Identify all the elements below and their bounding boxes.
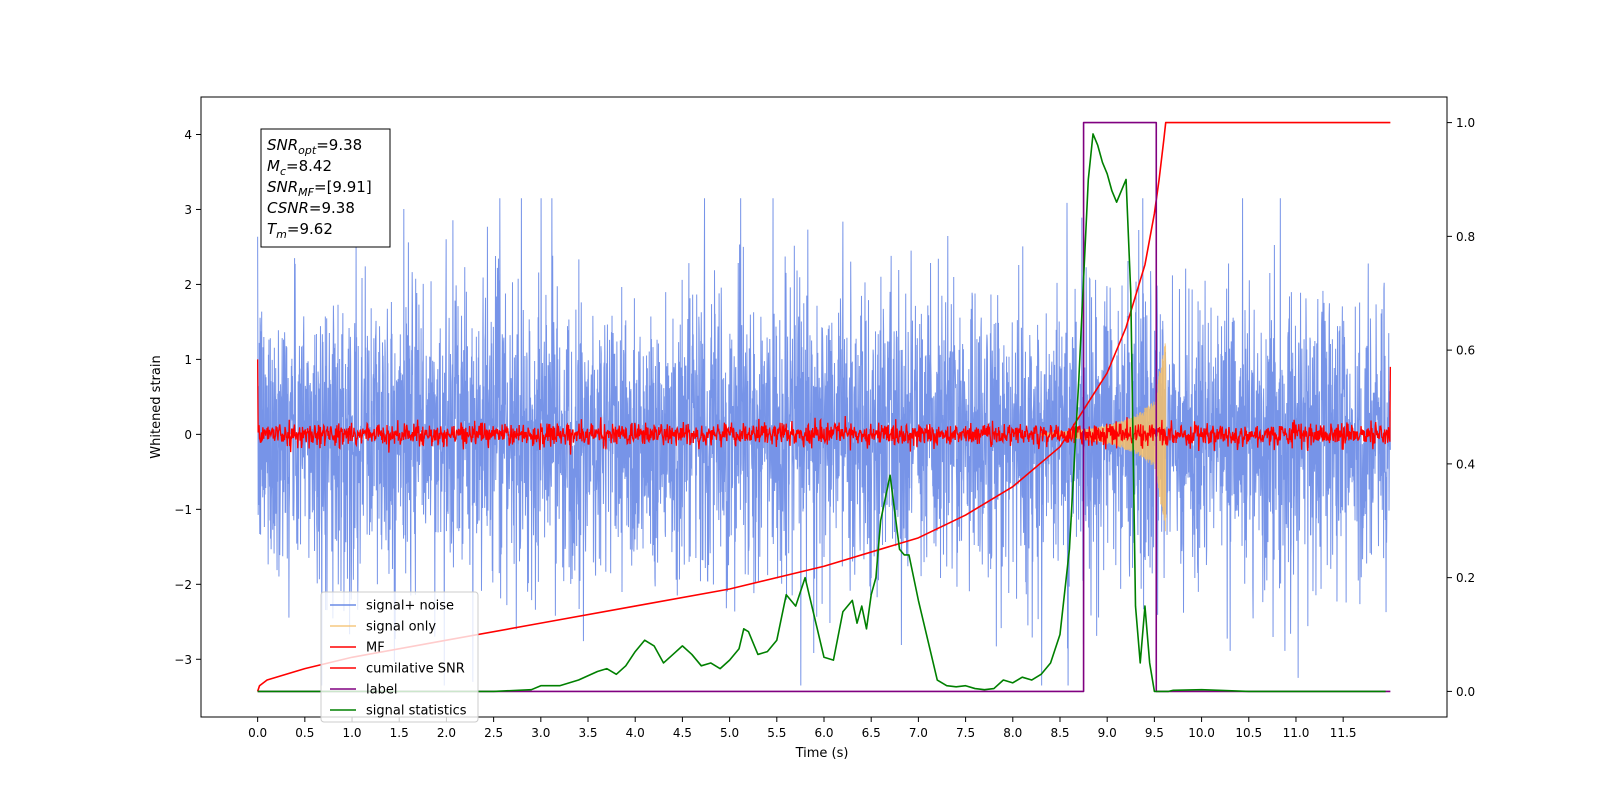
x-tick-label: 4.0	[626, 726, 645, 740]
x-tick-label: 7.5	[956, 726, 975, 740]
annotation-symbol: SNR	[267, 136, 298, 154]
x-tick-label: 9.0	[1098, 726, 1117, 740]
x-tick-label: 3.0	[531, 726, 550, 740]
x-tick-label: 10.5	[1235, 726, 1262, 740]
y-axis-right: 0.0 0.2 0.4 0.6 0.8 1.0	[1447, 116, 1475, 699]
x-tick-label: 9.5	[1145, 726, 1164, 740]
x-tick-label: 4.5	[673, 726, 692, 740]
x-tick-label: 8.0	[1003, 726, 1022, 740]
y-tick-label: −1	[174, 503, 192, 517]
y-tick-label: −3	[174, 653, 192, 667]
y2-tick-label: 0.4	[1456, 457, 1475, 471]
annotation-line: SNRMF=[9.91]	[267, 178, 372, 199]
annotation-value: =9.38	[309, 199, 355, 217]
annotation-line: SNRopt=9.38	[267, 136, 362, 157]
annotation-frame	[260, 128, 391, 248]
legend: signal+ noise signal only MF cumilative SNR…	[320, 591, 479, 723]
x-tick-label: 8.5	[1050, 726, 1069, 740]
annotation-value: =9.62	[287, 220, 333, 238]
legend-frame	[320, 591, 479, 723]
y-tick-label: 4	[184, 128, 192, 142]
y-axis-label: Whitened strain	[149, 355, 164, 458]
x-tick-label: 7.0	[909, 726, 928, 740]
annotation-subscript: c	[280, 165, 286, 178]
annotation-value: =9.38	[316, 136, 362, 154]
annotation-box: SNRopt=9.38Mc=8.42SNRMF=[9.91]CSNR=9.38T…	[260, 128, 391, 248]
annotation-symbol: SNR	[267, 178, 298, 196]
x-axis: 0.0 0.5 1.0 1.5 2.0 2.5 3.0 3.5 4.0 4.5 5.0 5.5 6.0 6…	[248, 717, 1357, 740]
x-tick-label: 0.0	[248, 726, 267, 740]
annotation-symbol: M	[267, 157, 280, 175]
annotation-symbol: T	[267, 220, 278, 238]
legend-label: signal statistics	[366, 704, 467, 719]
y-tick-label: −2	[174, 578, 192, 592]
x-tick-label: 2.5	[484, 726, 503, 740]
annotation-subscript: m	[276, 228, 287, 241]
x-tick-label: 11.5	[1330, 726, 1357, 740]
y2-tick-label: 0.8	[1456, 230, 1475, 244]
series-label-line	[257, 121, 1391, 693]
y2-tick-label: 0.0	[1456, 685, 1475, 699]
x-tick-label: 3.5	[578, 726, 597, 740]
x-tick-label: 1.5	[390, 726, 409, 740]
annotation-symbol: CSNR	[267, 199, 309, 217]
x-tick-label: 0.5	[295, 726, 314, 740]
x-axis-label: Time (s)	[795, 746, 849, 761]
annotation-value: =8.42	[286, 157, 332, 175]
y2-tick-label: 0.6	[1456, 344, 1475, 358]
annotation-subscript: MF	[298, 186, 314, 199]
annotation-line: CSNR=9.38	[267, 199, 355, 217]
x-tick-label: 10.0	[1188, 726, 1215, 740]
x-tick-label: 6.5	[862, 726, 881, 740]
y-tick-label: 1	[184, 353, 192, 367]
y2-tick-label: 0.2	[1456, 571, 1475, 585]
legend-label: signal+ noise	[366, 599, 454, 614]
y2-tick-label: 1.0	[1456, 116, 1475, 130]
annotation-line: Mc=8.42	[267, 157, 332, 178]
legend-label: signal only	[366, 620, 436, 635]
annotation-value: =[9.91]	[314, 178, 372, 196]
legend-label: MF	[366, 641, 385, 656]
legend-label: cumilative SNR	[366, 662, 465, 677]
annotation-line: Tm=9.62	[267, 220, 333, 241]
annotation-subscript: opt	[298, 144, 317, 157]
x-tick-label: 1.0	[342, 726, 361, 740]
x-tick-label: 11.0	[1283, 726, 1310, 740]
y-axis-left: −3 −2 −1 0 1 2 3 4	[174, 128, 201, 667]
y-tick-label: 0	[184, 428, 192, 442]
series-signal-noise-line	[257, 198, 1391, 686]
y-tick-label: 3	[184, 203, 192, 217]
x-tick-label: 2.0	[437, 726, 456, 740]
x-tick-label: 5.0	[720, 726, 739, 740]
y-tick-label: 2	[184, 278, 192, 292]
x-tick-label: 5.5	[767, 726, 786, 740]
x-tick-label: 6.0	[814, 726, 833, 740]
legend-label: label	[366, 683, 397, 698]
series-mf-line	[256, 359, 1392, 455]
series-signal-statistics-line	[257, 133, 1386, 693]
